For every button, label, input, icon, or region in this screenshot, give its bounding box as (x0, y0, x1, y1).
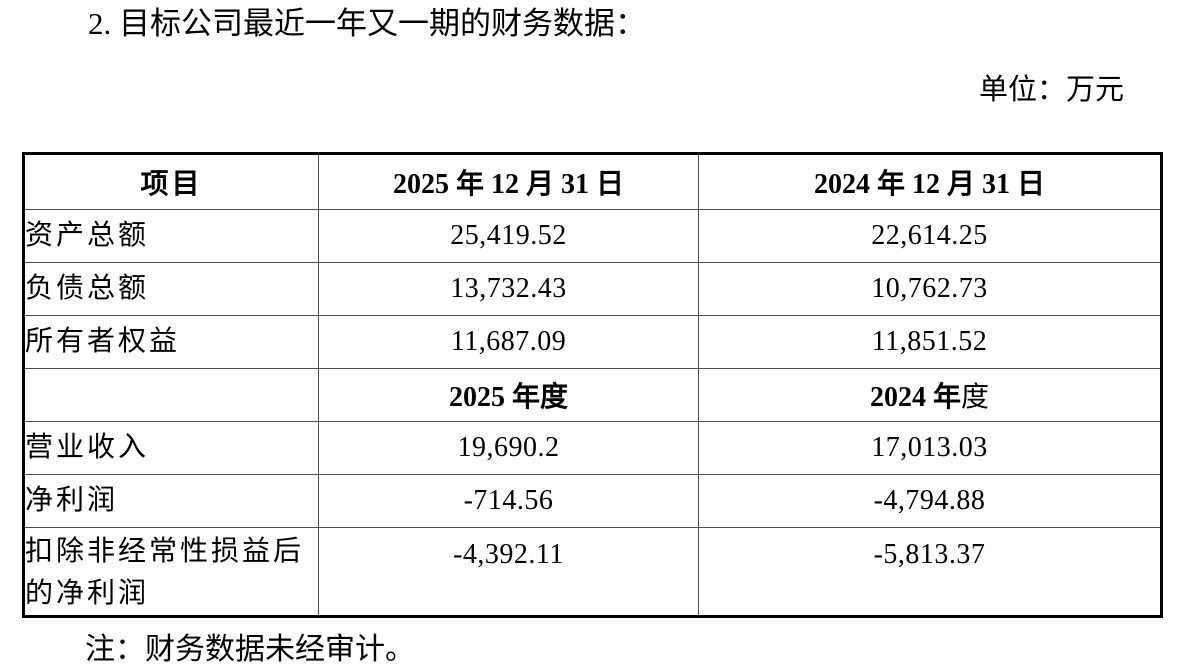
cell-owners-equity-2025: 11,687.09 (318, 315, 699, 369)
cell-owners-equity-2024: 11,851.52 (698, 315, 1162, 369)
unit-label: 单位：万元 (978, 74, 1124, 106)
period-2025-text: 2025 年度 (448, 382, 568, 413)
cell-label-owners-equity: 所有者权益 (23, 315, 319, 369)
cell-operating-revenue-2024: 17,013.03 (698, 421, 1162, 475)
cell-label-operating-revenue: 营业收入 (23, 421, 319, 475)
row-net-profit: 净利润 -714.56 -4,794.88 (23, 474, 1162, 528)
cell-label-net-profit-excl-nonrecurring: 扣除非经常性损益后的净利润 (23, 527, 319, 617)
cell-period-2024: 2024 年度 (698, 368, 1162, 422)
header-cell-item: 项目 (23, 153, 319, 210)
cell-total-liabilities-2024: 10,762.73 (698, 262, 1162, 316)
cell-operating-revenue-2025: 19,690.2 (318, 421, 699, 475)
period-2024-bold-text: 2024 年 (869, 382, 961, 413)
cell-net-profit-2025: -714.56 (318, 474, 699, 528)
financial-table: 项目 2025 年 12 月 31 日 2024 年 12 月 31 日 资产总… (22, 152, 1163, 618)
table-header-row: 项目 2025 年 12 月 31 日 2024 年 12 月 31 日 (23, 153, 1162, 210)
row-total-assets: 资产总额 25,419.52 22,614.25 (23, 209, 1162, 263)
cell-net-profit-2024: -4,794.88 (698, 474, 1162, 528)
cell-period-2025: 2025 年度 (318, 368, 699, 422)
header-cell-date-2025: 2025 年 12 月 31 日 (318, 153, 699, 210)
period-2024-regular-text: 度 (961, 382, 990, 413)
cell-period-empty (23, 368, 319, 422)
header-cell-date-2024: 2024 年 12 月 31 日 (698, 153, 1162, 210)
cell-net-profit-excl-nonrecurring-2025: -4,392.11 (318, 527, 699, 617)
row-net-profit-excl-nonrecurring: 扣除非经常性损益后的净利润 -4,392.11 -5,813.37 (23, 527, 1162, 617)
page-title: 2. 目标公司最近一年又一期的财务数据： (88, 6, 646, 41)
row-owners-equity: 所有者权益 11,687.09 11,851.52 (23, 315, 1162, 369)
cell-label-total-liabilities: 负债总额 (23, 262, 319, 316)
row-operating-revenue: 营业收入 19,690.2 17,013.03 (23, 421, 1162, 475)
cell-label-net-profit: 净利润 (23, 474, 319, 528)
cell-total-assets-2025: 25,419.52 (318, 209, 699, 263)
cell-label-total-assets: 资产总额 (23, 209, 319, 263)
footnote: 注：财务数据未经审计。 (85, 633, 415, 666)
cell-net-profit-excl-nonrecurring-2024: -5,813.37 (698, 527, 1162, 617)
row-period-header: 2025 年度 2024 年度 (23, 368, 1162, 422)
cell-total-liabilities-2025: 13,732.43 (318, 262, 699, 316)
row-total-liabilities: 负债总额 13,732.43 10,762.73 (23, 262, 1162, 316)
cell-total-assets-2024: 22,614.25 (698, 209, 1162, 263)
